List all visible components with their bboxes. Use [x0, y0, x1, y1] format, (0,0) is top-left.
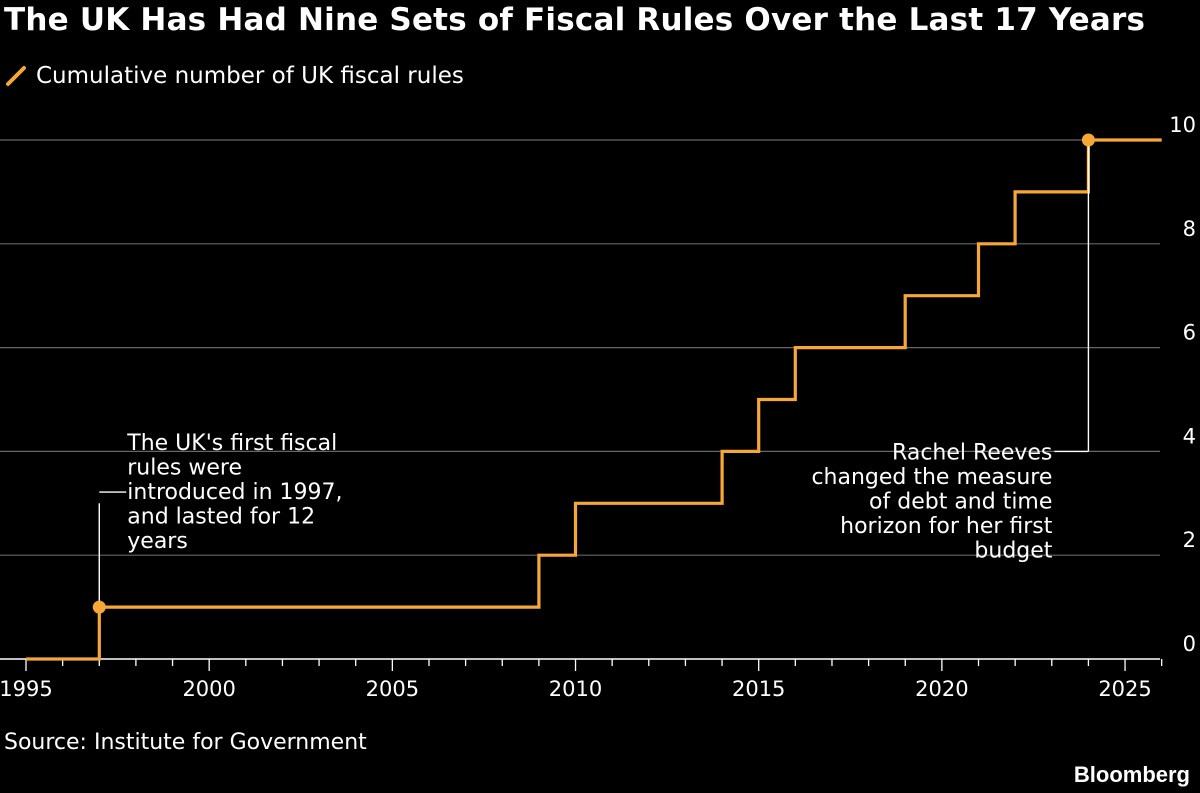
x-tick-label-2010: 2010 — [549, 677, 602, 701]
x-tick-label-1995: 1995 — [0, 677, 53, 701]
x-tick-label-2015: 2015 — [732, 677, 785, 701]
annotation-line-first-rules-1: rules were — [127, 456, 242, 481]
legend-label: Cumulative number of UK fiscal rules — [36, 63, 464, 89]
annotation-line-reeves-3: horizon for her first — [840, 514, 1053, 539]
annotation-line-reeves-4: budget — [974, 538, 1052, 563]
x-tick-label-2020: 2020 — [915, 677, 968, 701]
annotation-text-first-rules: The UK's first fiscal rules were introduce… — [126, 431, 342, 554]
annotation-line-first-rules-0: The UK's first fiscal — [126, 431, 337, 456]
legend: Cumulative number of UK fiscal rules — [4, 60, 464, 92]
annotation-marker-reeves — [1081, 133, 1095, 147]
annotation-line-reeves-0: Rachel Reeves — [892, 440, 1052, 465]
annotation-line-first-rules-3: and lasted for 12 — [127, 505, 315, 530]
annotation-marker-first-rules — [92, 600, 106, 614]
annotation-line-first-rules-2: introduced in 1997, — [127, 480, 342, 505]
y-tick-label-10: 10 — [1169, 113, 1196, 137]
y-tick-label-4: 4 — [1183, 424, 1196, 448]
annotation-line-first-rules-4: years — [127, 529, 188, 554]
x-tick-label-2025: 2025 — [1098, 677, 1151, 701]
y-tick-label-2: 2 — [1183, 528, 1196, 552]
annotation-text-reeves: Rachel Reeves changed the measure of debt … — [811, 440, 1052, 563]
series-line-cumulative-fiscal-rules — [26, 138, 1162, 661]
chart-title: The UK Has Had Nine Sets of Fiscal Rules… — [4, 2, 1146, 38]
brand-logo: Bloomberg — [1073, 762, 1190, 787]
annotation-line-reeves-1: changed the measure — [811, 465, 1052, 490]
x-tick-label-2005: 2005 — [366, 677, 419, 701]
legend-swatch-icon — [6, 66, 26, 86]
y-tick-label-0: 0 — [1183, 632, 1196, 656]
source-note: Source: Institute for Government — [4, 730, 367, 755]
y-tick-label-8: 8 — [1183, 217, 1196, 241]
x-tick-label-2000: 2000 — [182, 677, 235, 701]
y-tick-label-6: 6 — [1183, 321, 1196, 345]
annotation-line-reeves-2: of debt and time — [869, 489, 1052, 514]
